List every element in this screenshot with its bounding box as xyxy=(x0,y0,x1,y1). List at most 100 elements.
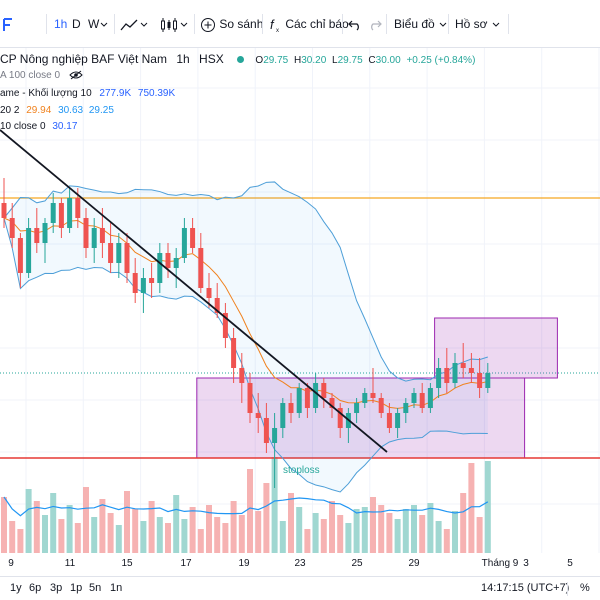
volume-bar xyxy=(99,499,106,553)
time-axis-label: 29 xyxy=(408,558,420,569)
bb-value-lower: 29.25 xyxy=(88,105,114,116)
trendline[interactable] xyxy=(0,129,388,453)
volume-bar xyxy=(361,507,368,553)
candle-body xyxy=(255,413,261,418)
candle-body xyxy=(140,278,146,293)
volume-label: ame - Khối lượng 10 xyxy=(0,88,92,99)
profile-label: Hồ sơ xyxy=(455,17,488,31)
volume-bar xyxy=(378,505,385,553)
time-axis-label: 11 xyxy=(64,558,76,569)
volume-bar xyxy=(263,483,270,553)
legend-ma-row[interactable]: A 100 close 0 xyxy=(0,70,83,81)
candle-body xyxy=(436,368,442,388)
volume-bar xyxy=(279,521,286,553)
volume-bar xyxy=(132,509,139,553)
undo-icon[interactable] xyxy=(348,14,362,34)
volume-bar xyxy=(337,515,344,553)
range-button-1n[interactable]: 1n xyxy=(110,582,123,594)
candle-body xyxy=(370,393,376,398)
interval-dropdown-chevron-icon[interactable] xyxy=(100,14,108,34)
candle-body xyxy=(403,403,409,413)
indicators-label: Các chỉ báo xyxy=(285,17,349,31)
time-axis-label: 23 xyxy=(294,558,306,569)
profile-button[interactable]: Hồ sơ xyxy=(455,14,501,34)
time-axis-label: 5 xyxy=(567,558,573,569)
interval-week-button[interactable]: W xyxy=(88,17,100,31)
compare-button[interactable]: So sánh xyxy=(200,14,263,34)
candles-chart-type-icon[interactable] xyxy=(160,14,178,34)
volume-bar xyxy=(427,503,434,553)
candle-body xyxy=(149,278,155,283)
time-axis-label: Tháng 9 xyxy=(481,558,519,569)
range-button-1y[interactable]: 1y xyxy=(10,582,22,594)
volume-bars xyxy=(1,457,491,553)
chart-type-chevron-icon[interactable] xyxy=(180,14,188,34)
candle-body xyxy=(452,363,458,383)
menu-f-icon[interactable] xyxy=(2,14,16,34)
volume-bar xyxy=(83,487,89,553)
redo-icon[interactable] xyxy=(368,14,382,34)
horizontal-lines[interactable] xyxy=(0,197,600,459)
volume-bar xyxy=(148,501,155,553)
volume-bar xyxy=(50,493,57,553)
candle-body xyxy=(427,388,433,408)
volume-bar xyxy=(304,529,311,553)
time-axis-label: 9 xyxy=(8,558,14,569)
volume-bar xyxy=(17,529,24,553)
candle-body xyxy=(468,368,474,373)
ohlc-values: O29.75 H30.20 L29.75 C30.00 +0.25 (+0.84… xyxy=(255,55,476,66)
candle-body xyxy=(386,413,392,428)
candle-body xyxy=(378,398,384,413)
range-button-5n[interactable]: 5n xyxy=(89,582,102,594)
interval-1h-button[interactable]: 1h xyxy=(54,17,68,31)
candle-body xyxy=(173,258,179,268)
volume-value-2: 750.39K xyxy=(137,88,176,99)
legend-ema-row[interactable]: 10 close 0 30.17 xyxy=(0,121,77,132)
volume-ma-line xyxy=(3,496,489,517)
price-chart[interactable]: stoploss xyxy=(0,48,600,576)
bottom-toolbar: 1y 6p 3p 1p 5n 1n 14:17:15 (UTC+7) % xyxy=(0,576,600,600)
candle-body xyxy=(222,313,228,338)
volume-bar xyxy=(74,523,81,553)
bb-value-upper: 30.63 xyxy=(58,105,84,116)
candle-body xyxy=(9,218,15,238)
toolbar-separator xyxy=(194,14,195,34)
percent-scale-toggle[interactable]: % xyxy=(580,582,590,594)
candle-body xyxy=(411,393,417,403)
chart-menu-button[interactable]: Biểu đồ xyxy=(394,14,448,34)
candle-body xyxy=(75,198,81,218)
symbol-title[interactable]: CP Nông nghiệp BAF Việt Nam xyxy=(0,52,167,66)
candle-body xyxy=(337,408,343,428)
candle-body xyxy=(280,403,286,428)
volume-bar xyxy=(197,529,204,553)
volume-bar xyxy=(484,461,491,553)
candle-body xyxy=(288,403,294,413)
chart-type-chevron-icon[interactable] xyxy=(140,14,148,34)
interval-day-button[interactable]: D xyxy=(72,17,81,31)
svg-text:f: f xyxy=(270,17,275,32)
volume-bar xyxy=(443,529,450,553)
volume-bar xyxy=(476,517,483,553)
time-axis-label: 3 xyxy=(523,558,529,569)
eye-hidden-icon[interactable] xyxy=(69,70,83,80)
svg-text:x: x xyxy=(276,28,279,33)
range-button-3p[interactable]: 3p xyxy=(50,582,63,594)
candle-body xyxy=(26,228,32,273)
volume-bar xyxy=(156,517,163,553)
line-chart-type-icon[interactable] xyxy=(120,14,138,34)
toolbar-separator xyxy=(448,14,449,34)
legend-volume-row[interactable]: ame - Khối lượng 10 277.9K 750.39K xyxy=(0,88,175,99)
candle-body xyxy=(354,403,360,413)
candle-body xyxy=(157,253,163,283)
candle-body xyxy=(91,228,97,248)
range-button-6p[interactable]: 6p xyxy=(29,582,42,594)
volume-bar xyxy=(402,509,409,553)
volume-bar xyxy=(165,523,171,553)
clock-time[interactable]: 14:17:15 (UTC+7) xyxy=(481,582,570,594)
range-button-1p[interactable]: 1p xyxy=(70,582,83,594)
legend-bollinger-row[interactable]: 20 2 29.94 30.63 29.25 xyxy=(0,105,114,116)
toolbar-separator xyxy=(508,14,509,34)
candle-body xyxy=(50,203,56,223)
chevron-down-icon xyxy=(492,22,500,27)
